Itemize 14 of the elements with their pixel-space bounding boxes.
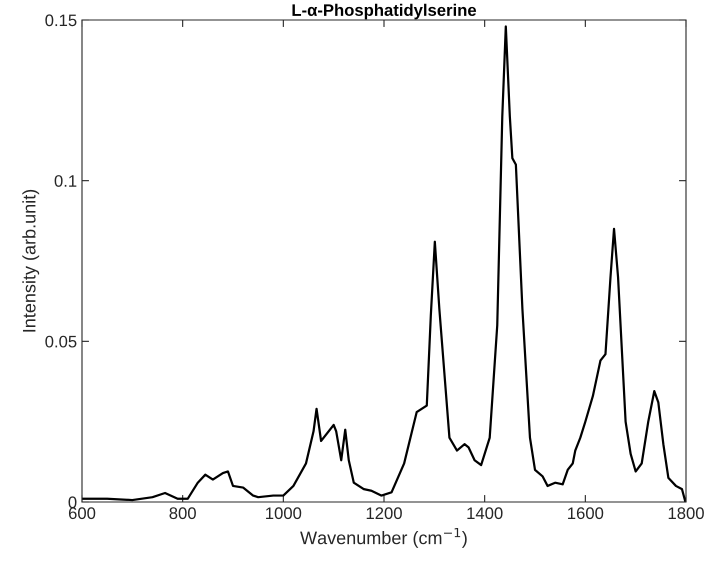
chart-title: L-α-Phosphatidylserine [292,4,476,20]
x-tick-label: 1200 [366,507,402,520]
x-tick-label: 1600 [568,507,604,520]
x-tick-label: 600 [68,507,96,520]
x-tick-label: 800 [169,507,196,520]
x-tick-label: 1800 [668,507,704,520]
y-tick-label: 0.05 [45,336,76,348]
y-tick-label: 0 [68,496,76,508]
x-axis-title: Wavenumber (cm$^{−1}$) [300,528,467,548]
y-tick-label: 0.1 [54,175,76,187]
y-axis-title: Intensity (arb.unit) [22,190,40,332]
x-tick-label: 1400 [467,507,503,520]
y-tick-label: 0.15 [45,14,76,26]
x-tick-label: 1000 [266,507,302,520]
